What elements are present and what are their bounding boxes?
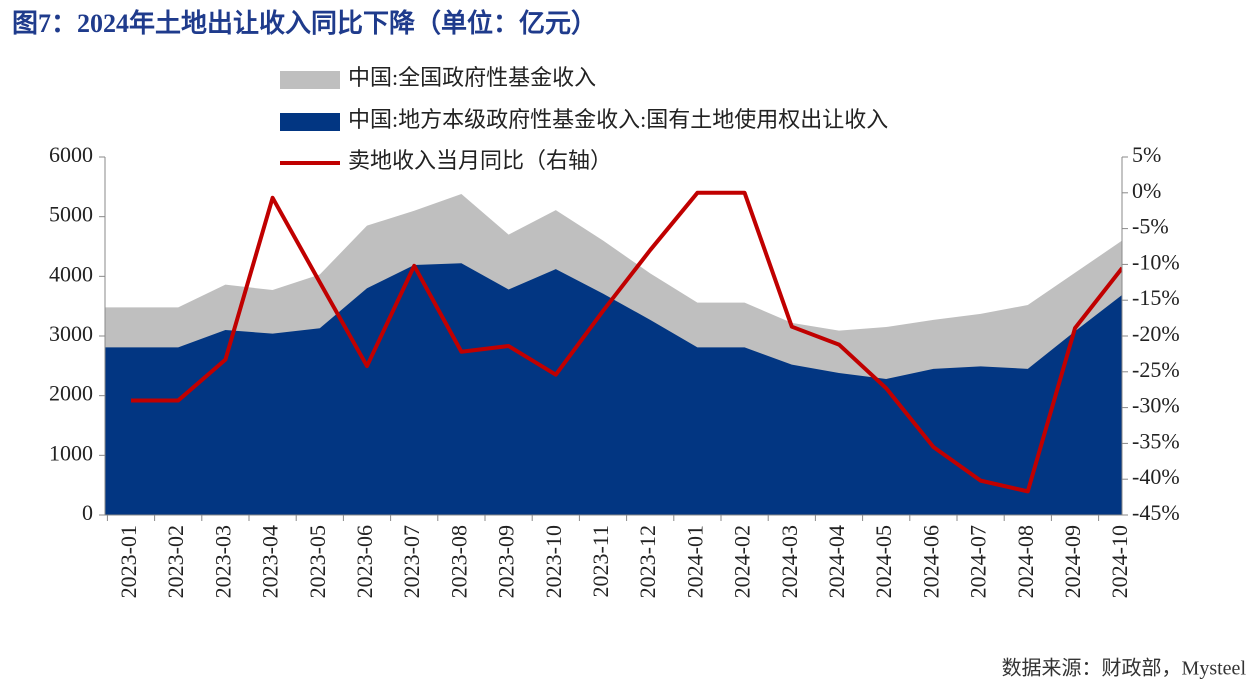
y-tick-label: 0 <box>82 500 93 525</box>
source: 数据来源：财政部，Mysteel <box>1002 657 1247 680</box>
y2-tick-label: -45% <box>1132 500 1180 525</box>
x-tick-label: 2023-08 <box>446 525 471 598</box>
x-tick-label: 2024-02 <box>730 525 755 598</box>
y-tick-label: 2000 <box>49 381 93 406</box>
area <box>105 263 1122 515</box>
y2-tick-label: 5% <box>1132 142 1161 167</box>
y2-tick-label: 0% <box>1132 178 1161 203</box>
plot-area <box>105 190 1122 515</box>
y-tick-label: 5000 <box>49 202 93 227</box>
legend-swatch <box>280 71 340 89</box>
y2-tick-label: -30% <box>1132 393 1180 418</box>
y-tick-label: 1000 <box>49 440 93 465</box>
y2-tick-label: -35% <box>1132 428 1180 453</box>
x-tick-label: 2024-05 <box>871 525 896 598</box>
y2-tick-label: -25% <box>1132 357 1180 382</box>
legend-label: 卖地收入当月同比（右轴） <box>348 148 612 173</box>
x-tick-label: 2024-10 <box>1107 525 1132 598</box>
y2-tick-label: -40% <box>1132 464 1180 489</box>
x-tick-label: 2023-06 <box>352 525 377 598</box>
y2-tick-label: -10% <box>1132 249 1180 274</box>
x-tick-label: 2023-01 <box>116 525 141 598</box>
x-tick-label: 2023-09 <box>494 525 519 598</box>
chart-title: 图7：2024年土地出让收入同比下降（单位：亿元） <box>12 8 597 38</box>
x-tick-label: 2024-03 <box>777 525 802 598</box>
legend-label: 中国:全国政府性基金收入 <box>348 65 596 90</box>
y2-tick-label: -15% <box>1132 285 1180 310</box>
x-tick-label: 2024-08 <box>1013 525 1038 598</box>
y-tick-label: 3000 <box>49 321 93 346</box>
x-tick-label: 2024-01 <box>682 525 707 598</box>
x-tick-label: 2024-09 <box>1060 525 1085 598</box>
y-tick-label: 4000 <box>49 261 93 286</box>
legend-label: 中国:地方本级政府性基金收入:国有土地使用权出让收入 <box>348 107 888 132</box>
x-tick-label: 2023-04 <box>258 525 283 598</box>
y2-tick-label: -20% <box>1132 321 1180 346</box>
x-tick-label: 2024-07 <box>966 525 991 598</box>
x-tick-label: 2023-03 <box>210 525 235 598</box>
x-tick-label: 2023-10 <box>541 525 566 598</box>
x-tick-label: 2024-06 <box>918 525 943 598</box>
x-tick-label: 2023-05 <box>305 525 330 598</box>
x-tick-label: 2023-07 <box>399 525 424 598</box>
x-tick-label: 2023-02 <box>163 525 188 598</box>
line <box>131 190 1122 494</box>
x-tick-label: 2024-04 <box>824 525 849 598</box>
legend-swatch <box>280 113 340 131</box>
y-tick-label: 6000 <box>49 142 93 167</box>
y2-tick-label: -5% <box>1132 214 1169 239</box>
x-tick-label: 2023-12 <box>635 525 660 598</box>
x-tick-label: 2023-11 <box>588 525 613 598</box>
